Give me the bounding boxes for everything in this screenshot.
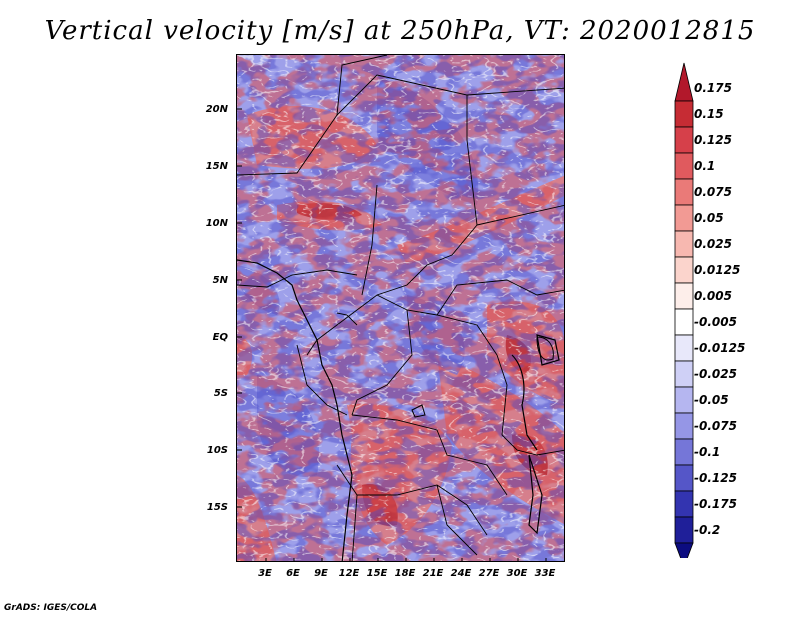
lon-label-6e: 6E <box>286 568 300 579</box>
colorbar-label-0.15: 0.15 <box>694 107 724 121</box>
colorbar-segment-1 <box>674 100 694 128</box>
colorbar-label-neg0.1: -0.1 <box>694 445 721 459</box>
colorbar-segment-4 <box>674 178 694 206</box>
lon-label-33e: 33E <box>534 568 556 579</box>
colorbar-label-neg0.125: -0.125 <box>694 471 737 485</box>
lon-label-21e: 21E <box>422 568 444 579</box>
footer-credit: GrADS: IGES/COLA <box>4 603 98 613</box>
colorbar-segment-6 <box>674 230 694 258</box>
colorbar-label-neg0.05: -0.05 <box>694 393 729 407</box>
plot-title: Vertical velocity [m/s] at 250hPa, VT: 2… <box>44 16 756 46</box>
lat-label-5s: 5S <box>213 388 228 399</box>
colorbar-label-neg0.075: -0.075 <box>694 419 737 433</box>
colorbar-segment-10 <box>674 334 694 362</box>
colorbar-segment-13 <box>674 412 694 440</box>
colorbar-label-neg0.0125: -0.0125 <box>694 341 746 355</box>
colorbar-segment-7 <box>674 256 694 284</box>
colorbar-label-0.025: 0.025 <box>694 237 732 251</box>
lon-label-15e: 15E <box>366 568 388 579</box>
colorbar-label-0.175: 0.175 <box>694 81 732 95</box>
grid-ticks <box>237 108 547 561</box>
colorbar-top-arrow <box>674 62 694 102</box>
colorbar-segment-17 <box>674 516 694 544</box>
colorbar-label-neg0.025: -0.025 <box>694 367 737 381</box>
lat-label-10n: 10N <box>205 218 228 229</box>
lat-label-20n: 20N <box>205 104 228 115</box>
lon-label-12e: 12E <box>338 568 360 579</box>
lon-label-24e: 24E <box>450 568 472 579</box>
lon-label-30e: 30E <box>506 568 528 579</box>
lon-label-3e: 3E <box>258 568 272 579</box>
colorbar <box>674 62 694 558</box>
map-panel <box>236 54 565 562</box>
lat-label-15s: 15S <box>206 502 228 513</box>
vertical-velocity-map <box>237 55 564 561</box>
colorbar-label-0.1: 0.1 <box>694 159 716 173</box>
colorbar-segment-14 <box>674 438 694 466</box>
colorbar-segment-8 <box>674 282 694 310</box>
lon-label-27e: 27E <box>478 568 500 579</box>
colorbar-label-0.075: 0.075 <box>694 185 732 199</box>
colorbar-label-neg0.005: -0.005 <box>694 315 737 329</box>
colorbar-label-0.05: 0.05 <box>694 211 724 225</box>
colorbar-segment-15 <box>674 464 694 492</box>
colorbar-segment-2 <box>674 126 694 154</box>
colorbar-segment-11 <box>674 360 694 388</box>
texture-contours <box>237 55 564 561</box>
lat-label-15n: 15N <box>205 161 228 172</box>
colorbar-label-0.0125: 0.0125 <box>694 263 741 277</box>
lon-label-18e: 18E <box>394 568 416 579</box>
colorbar-label-neg0.175: -0.175 <box>694 497 737 511</box>
lakes <box>411 336 554 418</box>
colorbar-segment-16 <box>674 490 694 518</box>
colorbar-segment-3 <box>674 152 694 180</box>
colorbar-segment-9 <box>674 308 694 336</box>
country-borders <box>237 55 564 561</box>
colorbar-bottom-arrow <box>674 542 694 558</box>
lat-label-eq: EQ <box>212 332 228 343</box>
lon-label-9e: 9E <box>314 568 328 579</box>
colorbar-label-neg0.2: -0.2 <box>694 523 721 537</box>
colorbar-segment-5 <box>674 204 694 232</box>
colorbar-label-0.005: 0.005 <box>694 289 732 303</box>
lat-label-10s: 10S <box>206 445 228 456</box>
colorbar-segment-12 <box>674 386 694 414</box>
lat-label-5n: 5N <box>212 275 228 286</box>
colorbar-label-0.125: 0.125 <box>694 133 732 147</box>
